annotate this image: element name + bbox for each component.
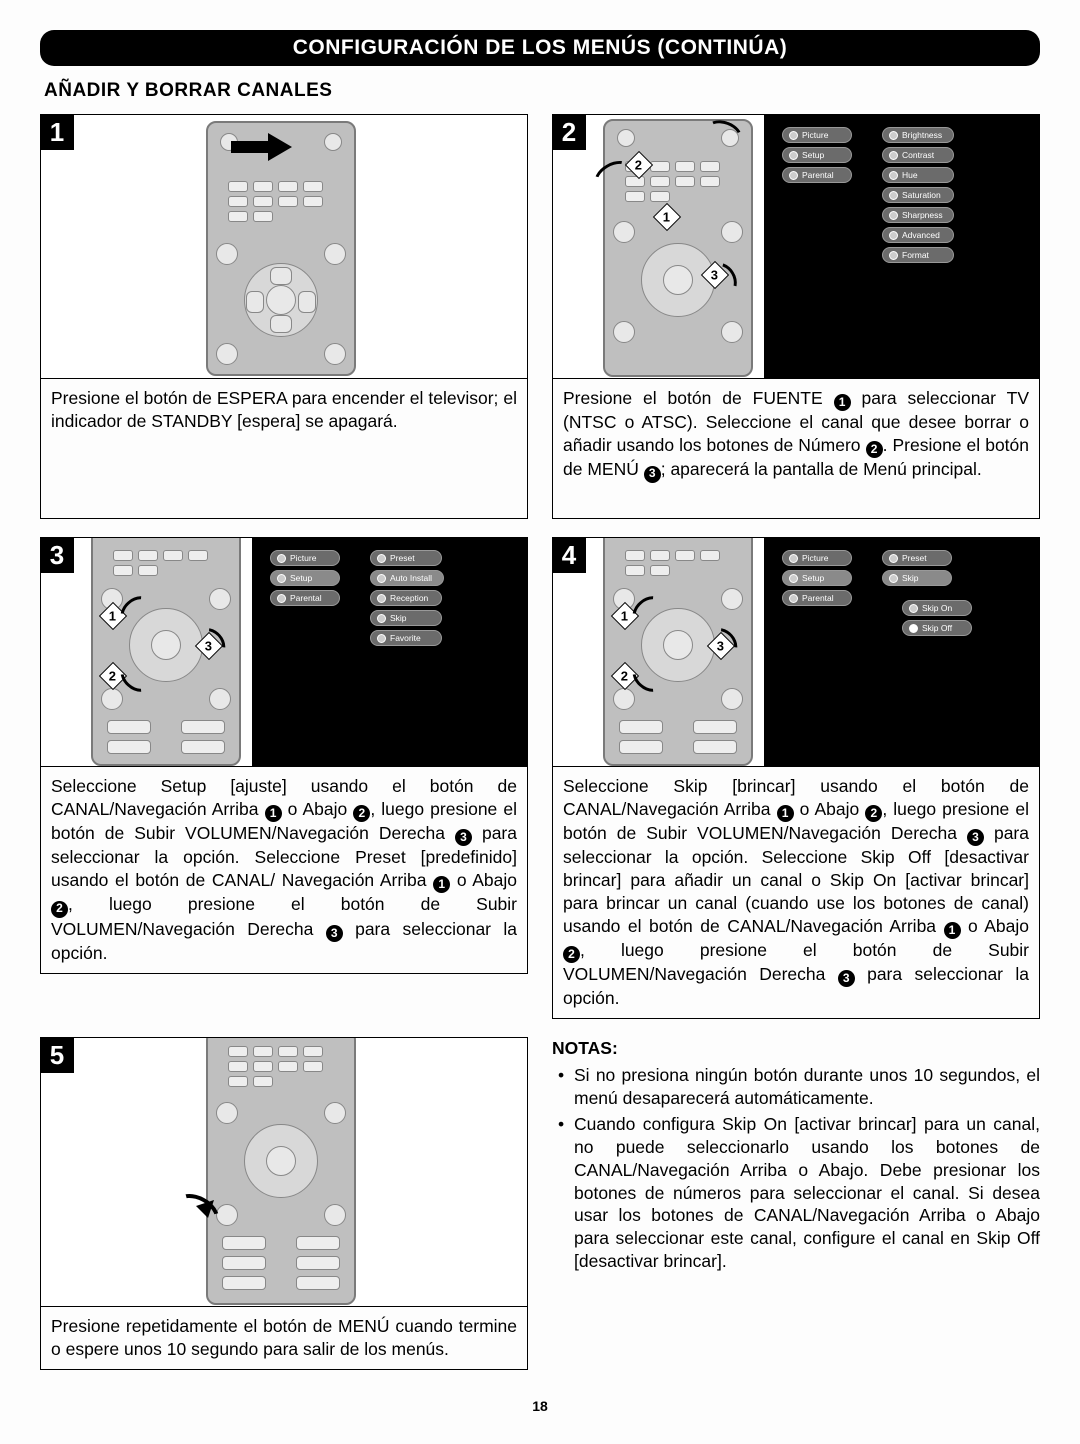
menu-sharpness: Sharpness [882, 207, 954, 223]
step-2: 2 1 2 3 Picture [552, 114, 1040, 519]
step-4-number: 4 [552, 537, 586, 573]
press-arrow-icon [226, 127, 306, 167]
menu-setup: Setup [782, 147, 852, 163]
menu-picture: Picture [782, 127, 852, 143]
notes-title: NOTAS [552, 1038, 612, 1058]
step-1-number: 1 [40, 114, 74, 150]
remote-illustration [206, 1037, 356, 1305]
remote-source-button [324, 133, 342, 151]
step-1: 1 [40, 114, 528, 519]
remote-illustration [206, 121, 356, 376]
step-3: 3 1 2 3 Picture [40, 537, 528, 1019]
menu-parental: Parental [782, 167, 852, 183]
step-3-number: 3 [40, 537, 74, 573]
step-2-number: 2 [552, 114, 586, 150]
menu-hue: Hue [882, 167, 954, 183]
step-1-text: Presione el botón de ESPERA para encende… [40, 379, 528, 519]
steps-grid: 1 [40, 114, 1040, 1370]
osd-menu: Picture Setup Parental Brightness Contra… [764, 115, 1039, 378]
remote-illustration [603, 119, 753, 377]
step-4-text: Seleccione Skip [brincar] usando el botó… [552, 767, 1040, 1019]
menu-advanced: Advanced [882, 227, 954, 243]
step-1-diagram: 1 [40, 114, 528, 379]
notes-item: Cuando configura Skip On [activar brinca… [552, 1113, 1040, 1272]
osd-menu: Picture Setup Parental Preset Auto Insta… [252, 538, 527, 766]
step-5-text: Presione repetidamente el botón de MENÚ … [40, 1307, 528, 1370]
page-header-bar: CONFIGURACIÓN DE LOS MENÚS (CONTINÚA) [40, 30, 1040, 66]
menu-saturation: Saturation [882, 187, 954, 203]
notes-block: NOTAS: Si no presiona ningún botón duran… [552, 1037, 1040, 1370]
step-4: 4 1 2 3 Picture [552, 537, 1040, 1019]
menu-format: Format [882, 247, 954, 263]
step-3-text: Seleccione Setup [ajuste] usando el botó… [40, 767, 528, 974]
step-2-diagram: 2 1 2 3 Picture [552, 114, 1040, 379]
osd-menu: Picture Setup Parental Preset Skip Skip … [764, 538, 1039, 766]
section-subhead: AÑADIR Y BORRAR CANALES [44, 80, 1036, 102]
step-4-diagram: 4 1 2 3 Picture [552, 537, 1040, 767]
menu-contrast: Contrast [882, 147, 954, 163]
step-3-diagram: 3 1 2 3 Picture [40, 537, 528, 767]
step-2-text: Presione el botón de FUENTE 1 para selec… [552, 379, 1040, 519]
step-5: 5 Presione repetidamente el [40, 1037, 528, 1370]
step-5-number: 5 [40, 1037, 74, 1073]
page-number: 18 [40, 1398, 1040, 1414]
menu-brightness: Brightness [882, 127, 954, 143]
notes-item: Si no presiona ningún botón durante unos… [552, 1064, 1040, 1110]
step-5-diagram: 5 [40, 1037, 528, 1307]
